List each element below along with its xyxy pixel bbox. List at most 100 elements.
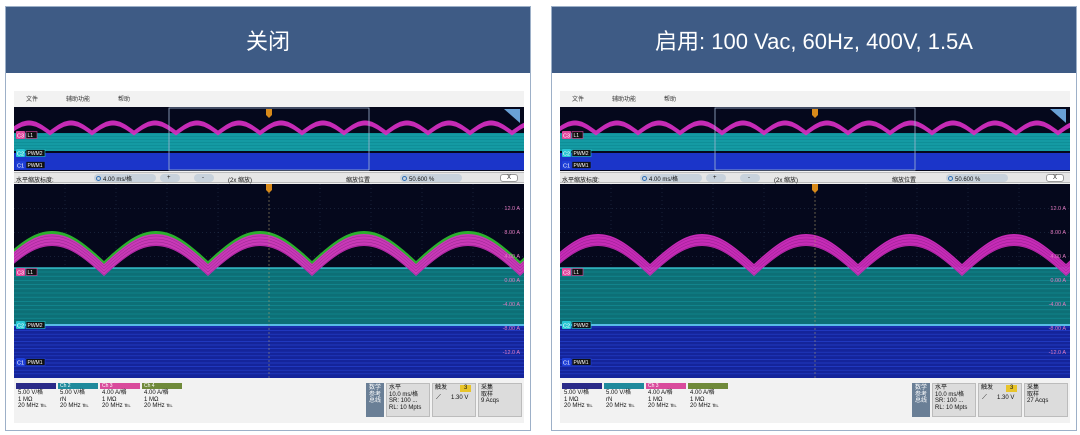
horizontal-settings[interactable]: 水平 10.0 ms/格 SR: 100 ... RL: 10 Mpts xyxy=(932,383,976,417)
channel-label-pwm2: C2 PWM2 xyxy=(562,321,592,330)
trigger-marker-icon xyxy=(266,109,272,118)
channel-setting: 20 MHz ℡ xyxy=(18,403,47,410)
svg-text:PWM2: PWM2 xyxy=(574,323,589,329)
zoom-position-value: 50.600 % xyxy=(409,177,435,183)
zoom-factor: (2x 缩放) xyxy=(228,178,253,184)
main-waveform: 12.0 A 8.00 A 4.00 A 0.00 A -4.00 A -8.00 A -1… xyxy=(560,184,1070,378)
channel-4-badge[interactable]: Ch 4 4.00 A/格 1 MΩ 20 MHz ℡ xyxy=(142,383,182,417)
svg-text:PWM1: PWM1 xyxy=(574,163,589,169)
zoom-in-button[interactable]: + xyxy=(160,174,180,182)
math-ref-bus-button[interactable]: 数学 参考 总线 xyxy=(366,383,384,417)
zoom-out-button[interactable]: - xyxy=(194,174,214,182)
menu-file[interactable]: 文件 xyxy=(572,96,585,103)
channel-setting: 20 MHz ℡ xyxy=(144,403,173,410)
menu-accessibility[interactable]: 辅助功能 xyxy=(66,96,91,103)
math-ref-bus-label: 总线 xyxy=(915,398,928,405)
acquisition-settings-text: 取样 xyxy=(481,391,494,398)
zoom-position-control[interactable]: 50.600 % xyxy=(400,174,462,183)
y-tick-label: -8.00 A xyxy=(503,326,521,332)
l1-trace xyxy=(14,234,524,276)
channel-1-badge[interactable]: 5.00 V/格 1 MΩ 20 MHz ℡ xyxy=(16,383,56,417)
scope-panel-on: 启用: 100 Vac, 60Hz, 400V, 1.5A 文件 辅助功能 帮助… xyxy=(551,6,1077,431)
channel-setting: 4.00 A/格 xyxy=(102,390,127,396)
svg-text:C3: C3 xyxy=(17,134,24,140)
close-zoom-button[interactable]: X xyxy=(500,174,518,182)
zoom-position-control[interactable]: 50.600 % xyxy=(946,174,1008,183)
menu-bar: 文件 辅助功能 帮助 xyxy=(560,91,1070,105)
overview-waveform: C3 L1 C2 PWM2 C1 PWM1 xyxy=(14,107,524,171)
trigger-settings[interactable]: 触发 3 ⟋ 1.30 V xyxy=(432,383,476,417)
zoom-position-label: 缩放位置 xyxy=(346,178,371,184)
zoom-in-button[interactable]: + xyxy=(706,174,726,182)
y-tick-label: -8.00 A xyxy=(1049,326,1067,332)
svg-text:C1: C1 xyxy=(17,361,24,367)
horizontal-settings-text: SR: 100 ... xyxy=(935,398,964,405)
zoom-position-value: 50.600 % xyxy=(955,177,981,183)
channel-tab xyxy=(562,383,602,389)
zoom-bar: 水平缩放标度: 4.00 ms/格 + - (2x 缩放) 缩放位置 50.60… xyxy=(560,172,1070,184)
y-tick-label: 0.00 A xyxy=(504,278,520,284)
math-ref-bus-label: 数学 xyxy=(369,385,382,391)
acquisition-settings-text: 采集 xyxy=(481,385,494,391)
zoom-position-label: 缩放位置 xyxy=(892,178,917,184)
horizontal-settings[interactable]: 水平 10.0 ms/格 SR: 100 ... RL: 10 Mpts xyxy=(386,383,430,417)
channel-tab: Ch 3 xyxy=(100,383,140,389)
acquisition-settings-text: 采集 xyxy=(1027,385,1040,391)
channel-setting: 1 MΩ xyxy=(102,396,117,403)
svg-text:C2: C2 xyxy=(563,324,570,330)
channel-2-badge[interactable]: Ch 2 5.00 V/格 rN 20 MHz ℡ xyxy=(58,383,98,417)
trigger-channel-badge: 3 xyxy=(1006,385,1018,392)
channel-2-badge[interactable]: 5.00 V/格 rN 20 MHz ℡ xyxy=(604,383,644,417)
svg-text:L1: L1 xyxy=(574,270,580,276)
horizontal-settings-text: 10.0 ms/格 xyxy=(389,391,419,398)
acquisition-settings[interactable]: 采集 取样 27 Acqs xyxy=(1024,383,1068,417)
channel-setting: 5.00 V/格 xyxy=(564,390,590,396)
channel-label-pwm2: C2 PWM2 xyxy=(16,149,46,158)
channel-setting: 20 MHz ℡ xyxy=(606,403,635,410)
menu-accessibility[interactable]: 辅助功能 xyxy=(612,96,637,103)
trigger-title: 触发 xyxy=(981,385,994,391)
zoom-scale-value: 4.00 ms/格 xyxy=(649,177,679,183)
math-ref-bus-label: 参考 xyxy=(915,391,928,398)
y-tick-label: -12.0 A xyxy=(1049,350,1067,356)
y-tick-label: 4.00 A xyxy=(1050,254,1066,260)
channel-3-badge[interactable]: Ch 3 4.00 A/格 1 MΩ 20 MHz ℡ xyxy=(100,383,140,417)
menu-help[interactable]: 帮助 xyxy=(118,96,131,103)
channel-setting: 5.00 V/格 xyxy=(18,390,44,396)
svg-text:C1: C1 xyxy=(563,361,570,367)
zoom-out-button[interactable]: - xyxy=(740,174,760,182)
channel-label-pwm1: C1 PWM1 xyxy=(16,358,46,367)
svg-text:C1: C1 xyxy=(17,164,24,170)
svg-text:PWM1: PWM1 xyxy=(574,360,589,366)
panel-title: 关闭 xyxy=(6,7,530,73)
horizontal-settings-text: 10.0 ms/格 xyxy=(935,391,965,398)
zoom-scale-control[interactable]: 4.00 ms/格 xyxy=(640,174,702,183)
pwm2-trace xyxy=(560,133,1070,151)
channel-4-badge[interactable]: 4.00 A/格 1 MΩ 20 MHz ℡ xyxy=(688,383,728,417)
menu-help[interactable]: 帮助 xyxy=(664,96,677,103)
channel-setting: 1 MΩ xyxy=(18,396,33,403)
trigger-marker-icon xyxy=(266,184,272,193)
horizontal-settings-text: SR: 100 ... xyxy=(389,398,418,405)
trigger-settings[interactable]: 触发 3 ⟋ 1.30 V xyxy=(978,383,1022,417)
acquisition-settings[interactable]: 采集 取样 9 Acqs xyxy=(478,383,522,417)
channel-setting: 4.00 A/格 xyxy=(690,390,715,396)
l1-trace xyxy=(560,120,1070,136)
channel-setting: 20 MHz ℡ xyxy=(690,403,719,410)
channel-tab: Ch 4 xyxy=(142,383,182,389)
knob-icon xyxy=(642,175,647,181)
svg-text:L1: L1 xyxy=(28,133,34,139)
close-zoom-button[interactable]: X xyxy=(1046,174,1064,182)
channel-3-badge[interactable]: Ch 3 4.00 A/格 1 MΩ 20 MHz ℡ xyxy=(646,383,686,417)
math-ref-bus-label: 总线 xyxy=(369,398,382,405)
channel-setting: 1 MΩ xyxy=(690,396,705,403)
channel-1-badge[interactable]: 5.00 V/格 1 MΩ 20 MHz ℡ xyxy=(562,383,602,417)
y-tick-label: 8.00 A xyxy=(1050,230,1066,236)
menu-file[interactable]: 文件 xyxy=(26,96,39,103)
channel-setting: 5.00 V/格 xyxy=(60,390,86,396)
math-ref-bus-button[interactable]: 数学 参考 总线 xyxy=(912,383,930,417)
channel-label-pwm2: C2 PWM2 xyxy=(16,321,46,330)
zoom-scale-control[interactable]: 4.00 ms/格 xyxy=(94,174,156,183)
y-tick-label: 12.0 A xyxy=(504,206,520,212)
channel-tab xyxy=(604,383,644,389)
